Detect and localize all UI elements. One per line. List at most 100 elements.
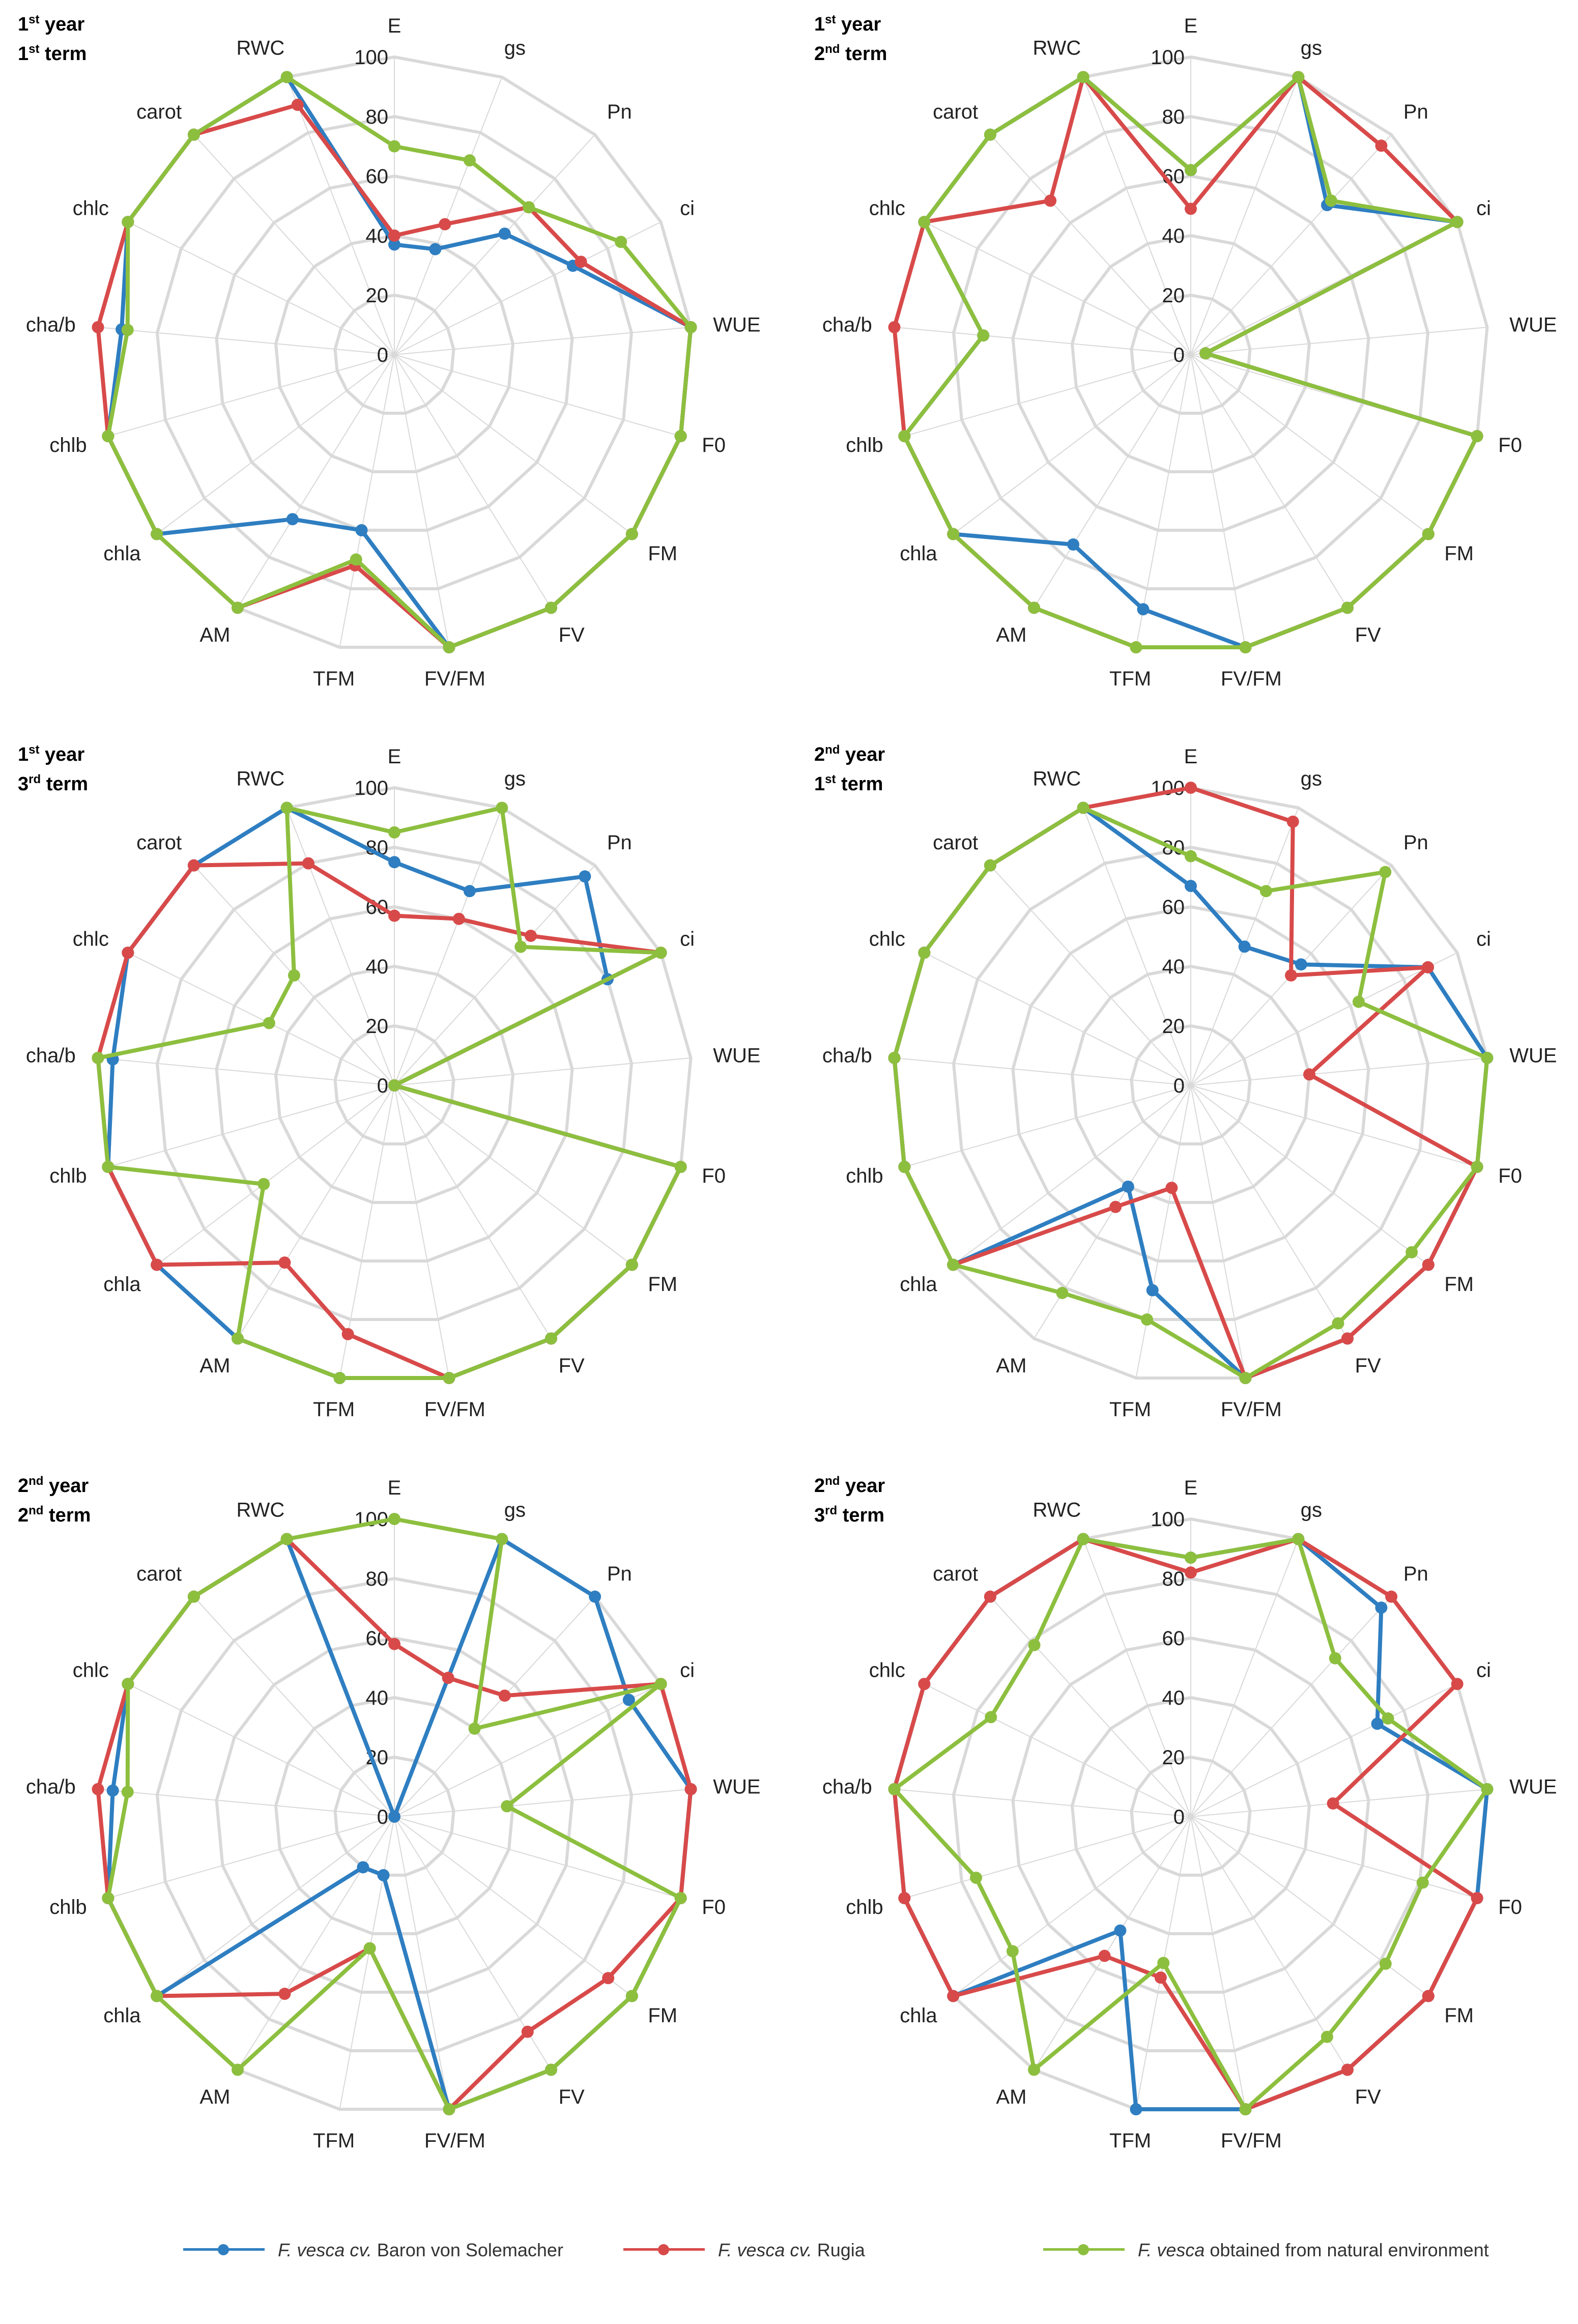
data-point-natural xyxy=(1239,2103,1252,2116)
data-point-natural xyxy=(1006,1945,1019,1958)
spoke xyxy=(924,221,1191,355)
spoke xyxy=(394,134,595,355)
series-line-rugia xyxy=(892,1537,1479,2112)
spoke xyxy=(394,1816,681,1899)
tick-label: 0 xyxy=(1173,1075,1185,1097)
data-point-natural xyxy=(121,324,134,336)
data-point-natural xyxy=(1185,1552,1197,1564)
data-point-natural xyxy=(388,140,400,153)
data-point-rugia xyxy=(1451,1678,1464,1690)
tick-label: 20 xyxy=(1162,1015,1185,1038)
data-point-natural xyxy=(918,946,931,959)
axis-label: chlb xyxy=(846,434,883,456)
data-point-rugia xyxy=(388,909,400,922)
data-point-natural xyxy=(187,1590,200,1603)
grid-ring xyxy=(1130,293,1252,415)
spoke xyxy=(953,1816,1191,1997)
data-point-natural xyxy=(985,1711,997,1724)
data-point-natural xyxy=(187,128,200,141)
tick-label: 40 xyxy=(1162,956,1185,978)
spoke xyxy=(1190,1539,1299,1817)
axis-label: WUE xyxy=(713,1775,760,1798)
data-point-natural xyxy=(92,1052,104,1065)
axis-label: gs xyxy=(504,1499,526,1522)
data-point-rugia xyxy=(498,1689,511,1702)
axis-label: FV/FM xyxy=(1221,1398,1282,1421)
axis-label: chla xyxy=(103,1273,141,1296)
data-point-natural xyxy=(1471,1161,1483,1173)
grid-ring xyxy=(1070,964,1311,1204)
data-point-natural xyxy=(232,601,244,614)
spoke xyxy=(98,1057,395,1086)
axis-label: F0 xyxy=(1498,1165,1522,1187)
axis-label: RWC xyxy=(1032,37,1081,60)
spoke xyxy=(394,1596,595,1817)
data-point-rugia xyxy=(1422,1258,1434,1271)
data-point-baron xyxy=(1122,1180,1134,1193)
spoke xyxy=(394,77,503,355)
axis-label: ci xyxy=(1476,1659,1491,1682)
axis-label: cha/b xyxy=(822,1044,872,1067)
data-point-natural xyxy=(1416,1876,1429,1889)
data-point-baron xyxy=(388,238,400,251)
data-point-natural xyxy=(122,216,134,228)
grid-ring xyxy=(215,1636,574,1994)
axis-label: gs xyxy=(504,768,526,790)
spoke xyxy=(339,1816,395,2110)
data-point-natural xyxy=(947,1258,960,1271)
axis-label: gs xyxy=(1301,37,1322,60)
axis-label: carot xyxy=(136,101,182,123)
axis-label: FV/FM xyxy=(424,1398,485,1421)
spoke xyxy=(1034,354,1191,608)
axis-label: RWC xyxy=(1032,1499,1081,1522)
data-point-rugia xyxy=(1375,139,1388,152)
spoke xyxy=(394,354,681,437)
data-point-natural xyxy=(1157,1957,1170,1969)
axis-label: FV/FM xyxy=(1221,668,1282,690)
axis-label: F0 xyxy=(702,434,726,456)
data-point-natural xyxy=(544,1332,557,1345)
data-point-natural xyxy=(121,1786,134,1798)
tick-label: 60 xyxy=(366,1627,389,1650)
axis-label: TFM xyxy=(1109,1398,1151,1421)
tick-label: 40 xyxy=(1162,225,1185,247)
legend-marker-natural xyxy=(1078,2244,1089,2255)
tick-label: 20 xyxy=(1162,1746,1185,1769)
spoke xyxy=(1190,354,1246,648)
tick-label: 40 xyxy=(366,956,389,978)
data-point-natural xyxy=(468,1723,481,1735)
data-point-natural xyxy=(1185,850,1197,863)
spoke xyxy=(108,1085,395,1168)
data-point-rugia xyxy=(524,930,537,942)
tick-label: 0 xyxy=(377,1075,388,1097)
data-point-rugia xyxy=(1044,194,1057,207)
axis-label: FV xyxy=(559,2086,585,2108)
grid-ring xyxy=(274,964,515,1204)
data-point-natural xyxy=(333,1372,346,1385)
data-point-rugia xyxy=(92,1783,104,1796)
data-point-natural xyxy=(363,1942,376,1955)
chart-title-line1: 2nd year xyxy=(814,1474,885,1497)
spoke xyxy=(98,1789,395,1817)
data-point-natural xyxy=(1239,641,1252,654)
spoke xyxy=(1190,1596,1392,1817)
axis-label: ci xyxy=(680,1659,695,1682)
data-point-baron xyxy=(106,1784,119,1797)
axis-label: FM xyxy=(648,2004,677,2027)
data-point-natural xyxy=(102,1161,114,1173)
axis-label: E xyxy=(388,15,401,37)
data-point-natural xyxy=(1077,801,1089,814)
tick-label: 80 xyxy=(366,1568,389,1590)
axis-label: RWC xyxy=(236,1499,284,1522)
axis-label: FV xyxy=(1355,1355,1381,1377)
axis-label: FM xyxy=(648,542,677,565)
legend-marker-baron xyxy=(218,2244,229,2255)
axis-label: AM xyxy=(199,624,230,646)
data-point-natural xyxy=(1077,71,1089,83)
data-point-natural xyxy=(684,321,697,334)
axis-label: E xyxy=(1184,1477,1198,1499)
axis-label: chlb xyxy=(846,1165,883,1187)
axis-label: AM xyxy=(996,624,1026,646)
legend-item-rugia: F. vesca cv. Rugia xyxy=(623,2239,865,2261)
grid-ring xyxy=(952,114,1430,591)
